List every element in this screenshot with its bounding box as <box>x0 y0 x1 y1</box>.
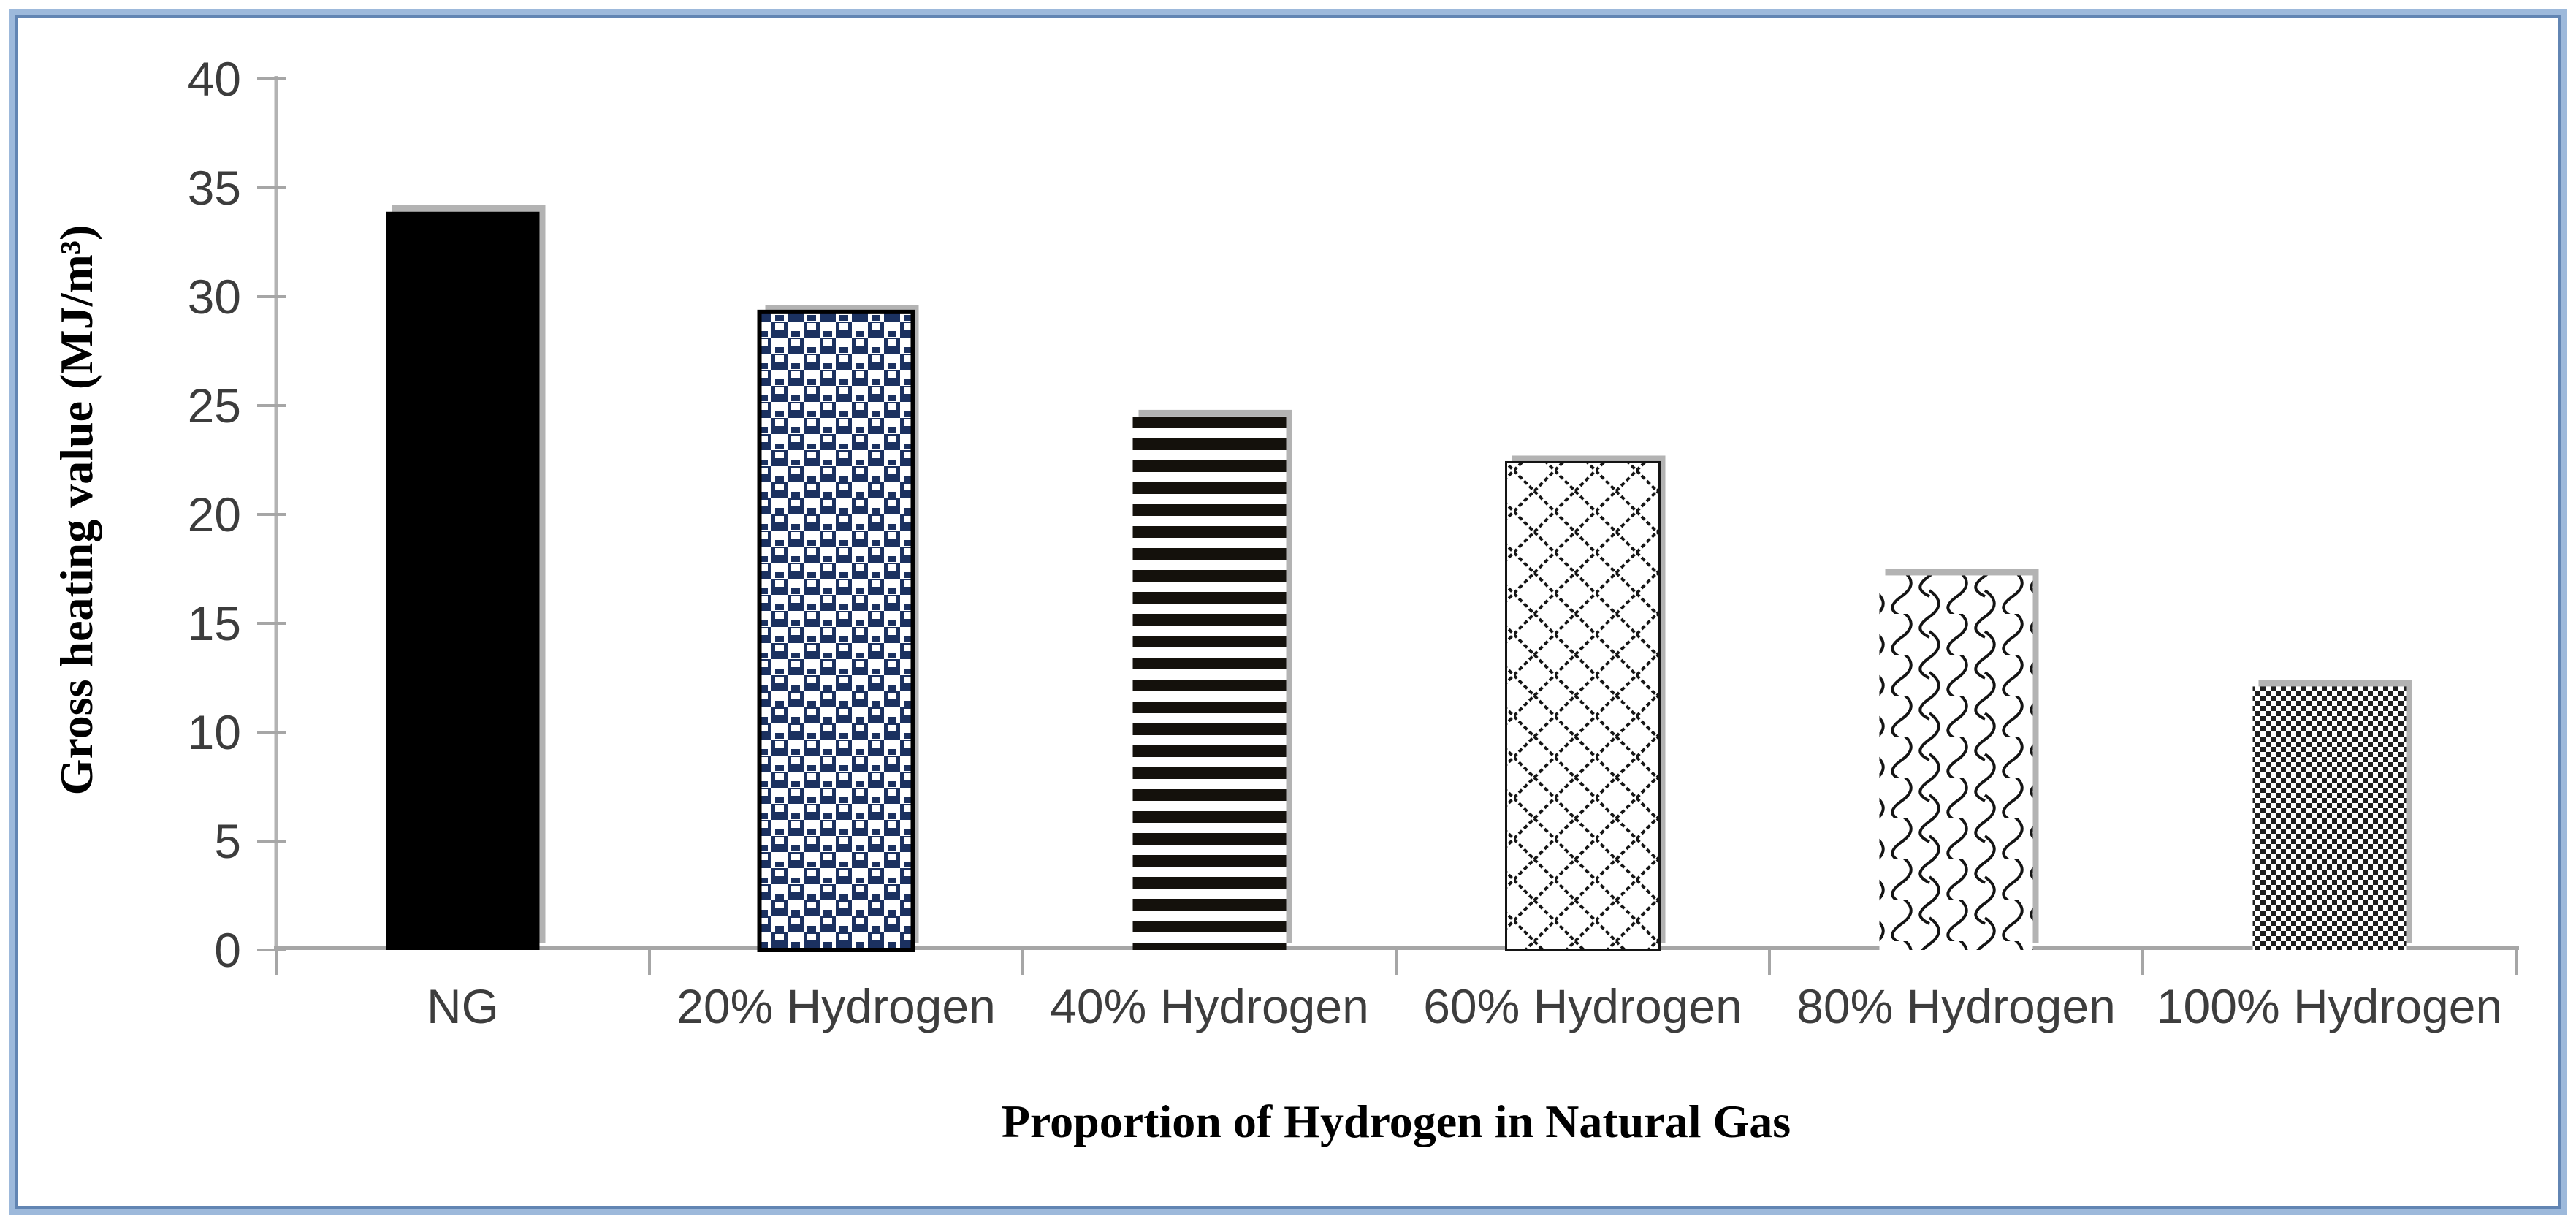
y-tick-label: 5 <box>214 814 241 868</box>
bars <box>386 205 2412 952</box>
y-tick-label: 25 <box>187 379 241 433</box>
category-label-20-hydrogen: 20% Hydrogen <box>677 979 996 1033</box>
category-label-ng: NG <box>427 979 499 1033</box>
bar-100-hydrogen <box>2252 686 2407 950</box>
category-label-80-hydrogen: 80% Hydrogen <box>1796 979 2116 1033</box>
category-label-100-hydrogen: 100% Hydrogen <box>2156 979 2503 1033</box>
y-tick-label: 30 <box>187 270 241 324</box>
category-label-40-hydrogen: 40% Hydrogen <box>1050 979 1369 1033</box>
y-axis-title: Gross heating value (MJ/m³) <box>50 224 102 796</box>
axes <box>257 76 2519 975</box>
bar-80-hydrogen <box>1879 575 2033 950</box>
bar-ng <box>386 211 540 950</box>
y-tick-label: 40 <box>187 52 241 106</box>
y-tick-label: 0 <box>214 923 241 977</box>
bar-60-hydrogen <box>1505 460 1661 951</box>
category-label-60-hydrogen: 60% Hydrogen <box>1423 979 1742 1033</box>
y-tick-label: 35 <box>187 161 241 215</box>
x-axis-title: Proportion of Hydrogen in Natural Gas <box>1001 1095 1791 1147</box>
bar-20-hydrogen <box>757 309 915 952</box>
y-tick-label: 10 <box>187 705 241 759</box>
y-tick-label: 15 <box>187 596 241 650</box>
y-tick-label: 20 <box>187 487 241 541</box>
bar-40-hydrogen <box>1132 416 1287 950</box>
